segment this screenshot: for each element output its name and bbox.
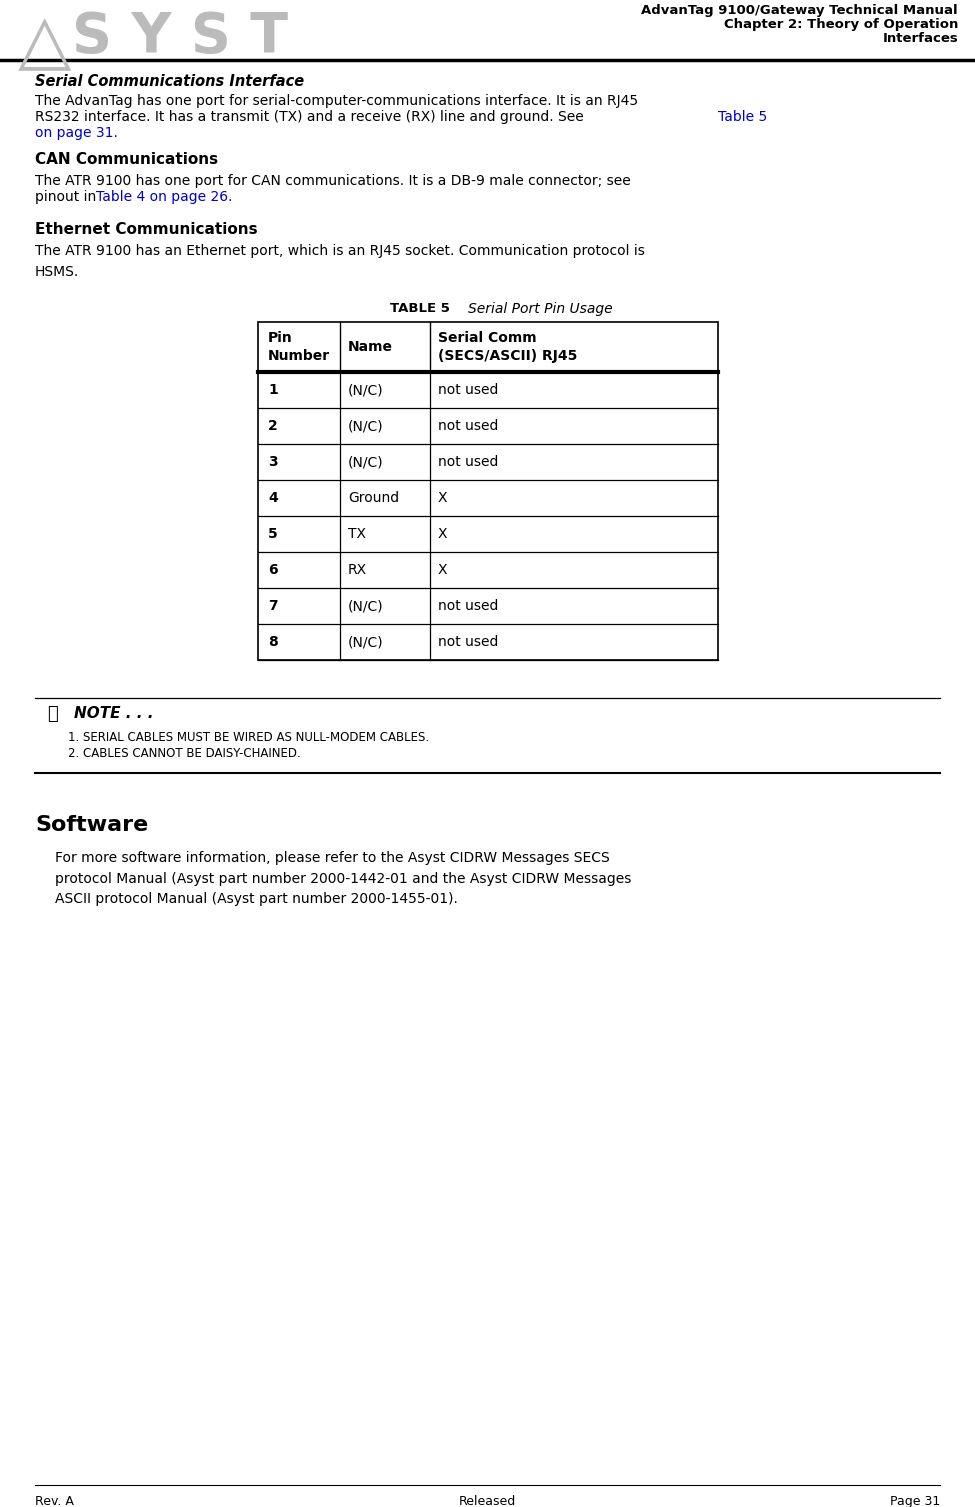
Text: X: X [438, 564, 448, 577]
Text: RS232 interface. It has a transmit (TX) and a receive (RX) line and ground. See: RS232 interface. It has a transmit (TX) … [35, 110, 588, 124]
Text: Serial Comm
(SECS/ASCII) RJ45: Serial Comm (SECS/ASCII) RJ45 [438, 332, 577, 363]
Text: Released: Released [458, 1495, 516, 1507]
Text: not used: not used [438, 383, 498, 396]
Text: Pin
Number: Pin Number [268, 332, 331, 363]
Text: not used: not used [438, 419, 498, 433]
Text: The ATR 9100 has one port for CAN communications. It is a DB-9 male connector; s: The ATR 9100 has one port for CAN commun… [35, 173, 631, 188]
Text: AdvanTag 9100/Gateway Technical Manual: AdvanTag 9100/Gateway Technical Manual [642, 5, 958, 17]
Bar [258, 322, 718, 372]
Text: (N/C): (N/C) [348, 419, 383, 433]
Text: NOTE . . .: NOTE . . . [74, 707, 153, 722]
Text: TABLE 5: TABLE 5 [390, 301, 449, 315]
Text: (N/C): (N/C) [348, 634, 383, 650]
Text: 6: 6 [268, 564, 278, 577]
Text: Interfaces: Interfaces [882, 32, 958, 45]
Text: 3: 3 [268, 455, 278, 469]
Text: CAN Communications: CAN Communications [35, 152, 218, 167]
Text: RX: RX [348, 564, 368, 577]
Text: not used: not used [438, 455, 498, 469]
Text: Table 5: Table 5 [718, 110, 767, 124]
Text: Name: Name [348, 341, 393, 354]
Text: The AdvanTag has one port for serial-computer-communications interface. It is an: The AdvanTag has one port for serial-com… [35, 93, 638, 109]
Text: Table 4 on page 26.: Table 4 on page 26. [96, 190, 232, 203]
Text: 1. SERIAL CABLES MUST BE WIRED AS NULL-MODEM CABLES.: 1. SERIAL CABLES MUST BE WIRED AS NULL-M… [68, 731, 429, 744]
Text: Rev. A: Rev. A [35, 1495, 74, 1507]
Text: Page 31: Page 31 [890, 1495, 940, 1507]
Text: Ground: Ground [348, 491, 399, 505]
Text: Serial Communications Interface: Serial Communications Interface [35, 74, 304, 89]
Text: not used: not used [438, 634, 498, 650]
Text: on page 31.: on page 31. [35, 127, 118, 140]
Text: TX: TX [348, 527, 366, 541]
Text: 4: 4 [268, 491, 278, 505]
Text: Serial Port Pin Usage: Serial Port Pin Usage [468, 301, 612, 316]
Text: Ethernet Communications: Ethernet Communications [35, 222, 257, 237]
Text: X: X [438, 527, 448, 541]
Text: 2: 2 [268, 419, 278, 433]
Text: 7: 7 [268, 598, 278, 613]
Text: X: X [438, 491, 448, 505]
Text: S Y S T: S Y S T [72, 11, 288, 63]
Text: △: △ [18, 8, 71, 75]
Text: 5: 5 [268, 527, 278, 541]
Text: (N/C): (N/C) [348, 383, 383, 396]
Text: pinout in: pinout in [35, 190, 100, 203]
Text: Chapter 2: Theory of Operation: Chapter 2: Theory of Operation [723, 18, 958, 32]
Text: (N/C): (N/C) [348, 598, 383, 613]
Text: Software: Software [35, 815, 148, 835]
Bar [258, 322, 718, 660]
Text: For more software information, please refer to the Asyst CIDRW Messages SECS
pro: For more software information, please re… [55, 851, 632, 906]
Text: 1: 1 [268, 383, 278, 396]
Text: 2. CABLES CANNOT BE DAISY-CHAINED.: 2. CABLES CANNOT BE DAISY-CHAINED. [68, 747, 300, 760]
Text: 8: 8 [268, 634, 278, 650]
Text: (N/C): (N/C) [348, 455, 383, 469]
Text: The ATR 9100 has an Ethernet port, which is an RJ45 socket. Communication protoc: The ATR 9100 has an Ethernet port, which… [35, 244, 644, 279]
Text: not used: not used [438, 598, 498, 613]
Text: 📝: 📝 [47, 705, 58, 723]
